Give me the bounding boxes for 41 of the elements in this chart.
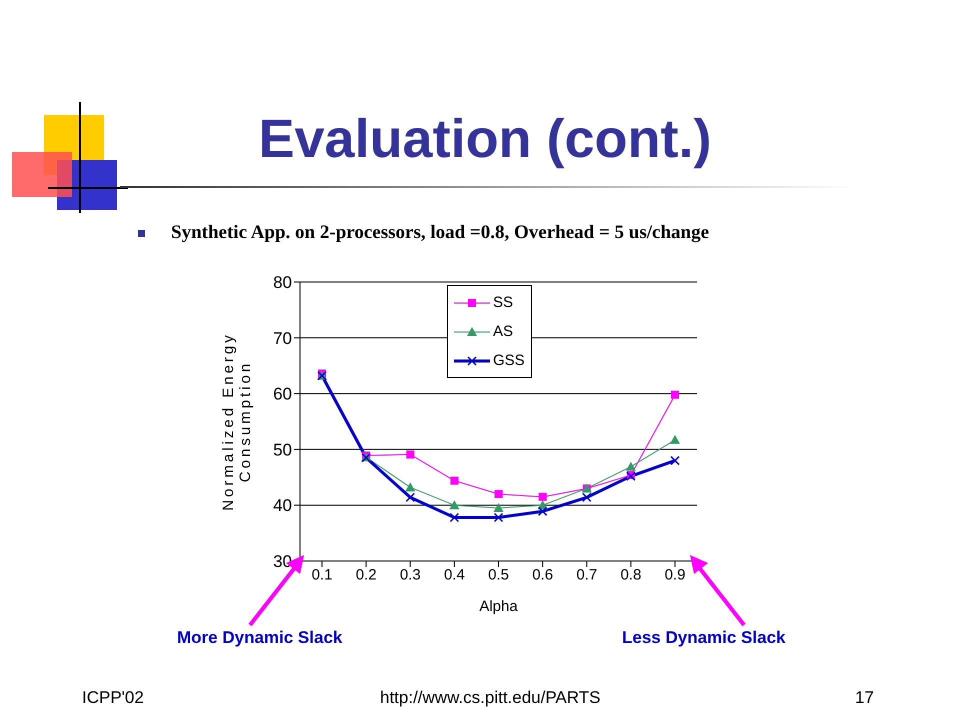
text: Less Dynamic Slack [622,628,786,648]
x-tick-label: 0.8 [620,566,642,584]
point [670,434,680,444]
point [494,490,502,498]
chart-title: Evaluation (cont.) [257,108,712,170]
y-tick-label: 60 [273,384,292,404]
point [494,502,504,512]
point [626,462,636,471]
point [406,450,414,458]
point [582,492,592,502]
x-tick-label: 0.9 [664,566,686,584]
legend-label: GSS [493,352,525,369]
text: More Dynamic Slack [177,628,342,648]
legend-label: SS [493,294,514,311]
y-tick-label: 80 [273,273,292,292]
point [450,512,460,522]
point [670,456,680,466]
text: http://www.cs.pitt.edu/PARTS [380,688,600,708]
chart-subtitle: Synthetic App. on 2-processors, load =0.8, Overhead = 5 us/change [171,222,710,243]
point [405,482,416,492]
point [671,390,679,399]
x-tick-label: 0.6 [532,566,554,584]
point [450,476,458,485]
point [538,492,547,501]
y-axis-title: Normalized Energy Consumption [220,332,254,511]
y-tick-label: 50 [273,440,292,460]
legend-label: AS [493,323,514,340]
text: ICPP'02 [82,688,144,708]
x-tick-label: 0.3 [400,566,421,584]
x-tick-label: 0.5 [488,566,509,584]
x-tick-label: 0.2 [356,566,377,584]
point [494,512,504,522]
text: 17 [855,688,874,708]
y-tick-label: 70 [273,328,292,348]
y-tick-label: 40 [273,496,292,516]
x-tick-label: 0.4 [444,566,465,584]
point [449,500,460,510]
point [538,506,548,516]
x-tick-label: 0.1 [312,566,332,584]
x-axis-title: Alpha [479,598,518,615]
x-tick-label: 0.7 [576,566,598,584]
